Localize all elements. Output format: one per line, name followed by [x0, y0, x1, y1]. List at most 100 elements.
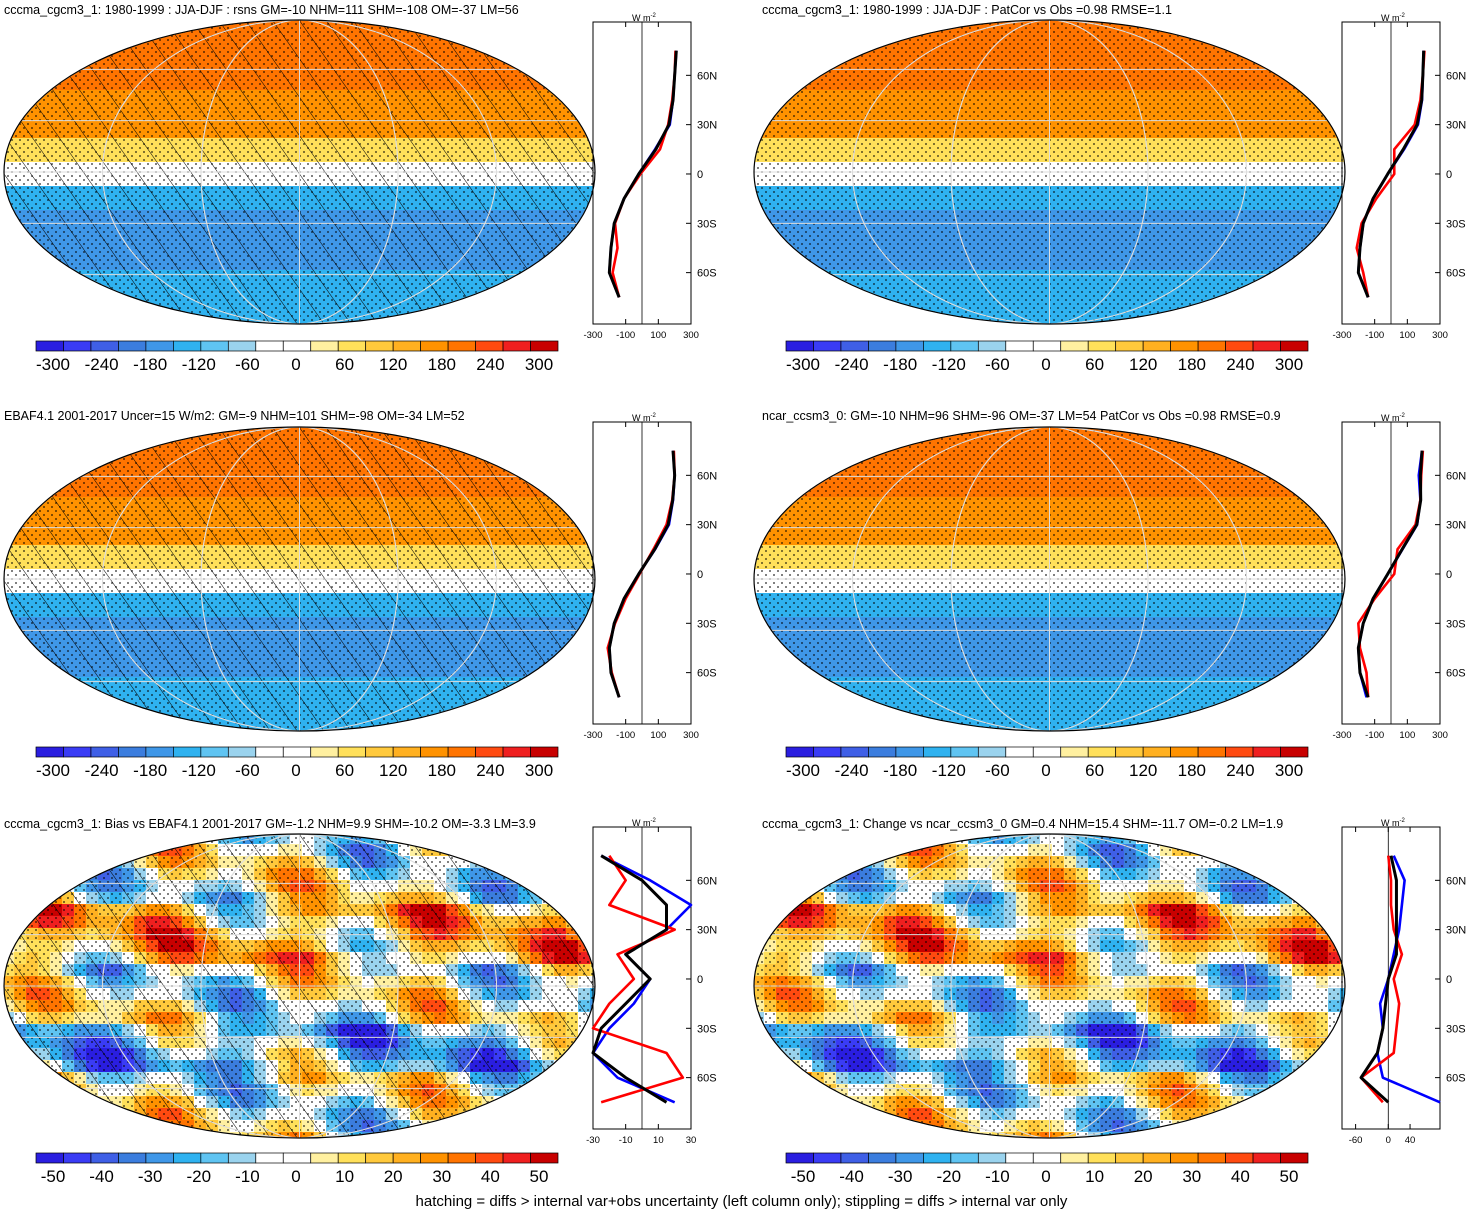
colorbar-tick-label: 20	[383, 1167, 403, 1186]
colorbar-swatch	[977, 1152, 1007, 1164]
colorbar-tick-label: 240	[1226, 355, 1255, 374]
colorbar-swatch	[282, 340, 312, 352]
colorbar-swatch	[447, 746, 476, 758]
world-map	[3, 833, 596, 1139]
profile-lat-tick-label: 30S	[1446, 218, 1466, 230]
profile-unit-label: W m-2	[1381, 13, 1405, 23]
colorbar-swatch	[1115, 1152, 1144, 1164]
colorbar-tick-label: 0	[1041, 1167, 1051, 1186]
profile-x-tick-label: -60	[1349, 1135, 1363, 1146]
colorbar-tick-label: -180	[883, 355, 918, 374]
profile-lat-tick-label: 60N	[697, 70, 717, 82]
profile-x-tick-label: 40	[1405, 1135, 1416, 1146]
colorbar-swatch	[868, 1152, 897, 1164]
colorbar-swatch	[392, 1152, 421, 1164]
colorbar-swatch	[118, 1152, 147, 1164]
profile-series-line-2	[606, 450, 676, 698]
colorbar-swatch	[923, 340, 952, 352]
colorbar-swatch	[840, 746, 869, 758]
zonal-profile-plot: W m-2 -300 -100 100 300 60N 30N 0 30S 60S	[1332, 413, 1466, 741]
colorbar-swatch	[1005, 746, 1034, 758]
profile-x-tick-label: 30	[686, 1135, 697, 1146]
colorbar-swatch	[1142, 746, 1171, 758]
profile-lat-tick-label: 30N	[697, 520, 717, 532]
profile-x-tick-label: -100	[616, 330, 635, 341]
colorbar-swatch	[475, 746, 504, 758]
profile-lat-tick-label: 30S	[697, 218, 717, 230]
panel-title: cccma_cgcm3_1: Change vs ncar_ccsm3_0 GM…	[762, 817, 1284, 831]
colorbar-tick-label: 20	[1133, 1167, 1153, 1186]
colorbar-swatch	[1252, 340, 1281, 352]
zonal-profile-plot: W m-2 -300 -100 100 300 60N 30N 0 30S 60S	[1332, 13, 1466, 341]
colorbar-swatch	[200, 340, 229, 352]
colorbar-swatch	[1225, 746, 1254, 758]
profile-lat-tick-label: 0	[1446, 974, 1452, 986]
profile-series-line-1	[608, 50, 678, 298]
colorbar-swatch	[90, 746, 119, 758]
colorbar-tick-label: -50	[40, 1167, 66, 1186]
colorbar-swatch	[1280, 340, 1309, 352]
colorbar-swatch	[227, 340, 257, 352]
colorbar-tick-label: 180	[427, 355, 456, 374]
colorbar-tick-label: 60	[1085, 355, 1105, 374]
colorbar-swatch	[145, 340, 174, 352]
colorbar-swatch	[840, 340, 869, 352]
colorbar-tick-label: -300	[785, 761, 821, 780]
colorbar-tick-label: -30	[137, 1167, 163, 1186]
colorbar-swatch	[1005, 1152, 1034, 1164]
colorbar-tick-label: -180	[883, 761, 918, 780]
colorbar-swatch	[35, 746, 64, 758]
colorbar-tick-label: 50	[1279, 1167, 1299, 1186]
colorbar-swatch	[1170, 746, 1199, 758]
colorbar-tick-label: -40	[89, 1167, 114, 1186]
colorbar-swatch	[200, 1152, 229, 1164]
profile-lat-tick-label: 60S	[697, 268, 717, 280]
colorbar-swatch	[923, 746, 952, 758]
colorbar-tick-label: 300	[524, 761, 554, 780]
colorbar-tick-label: -240	[834, 355, 869, 374]
profile-x-tick-label: -300	[1332, 330, 1351, 341]
colorbar-swatch	[90, 340, 119, 352]
colorbar-swatch	[1170, 1152, 1199, 1164]
colorbar-swatch	[785, 340, 814, 352]
colorbar-swatch	[530, 746, 559, 758]
colorbar-swatch	[1060, 1152, 1089, 1164]
colorbar-swatch	[227, 1152, 257, 1164]
profile-lat-tick-label: 0	[1446, 569, 1452, 581]
world-map	[753, 19, 1346, 325]
colorbar-swatch	[63, 1152, 92, 1164]
colorbar-swatch	[1087, 340, 1117, 352]
panel-title: cccma_cgcm3_1: 1980-1999 : JJA-DJF : rsn…	[4, 3, 519, 17]
profile-series-line-3	[1356, 50, 1426, 298]
colorbar-swatch	[950, 1152, 979, 1164]
colorbar-swatch	[1032, 340, 1062, 352]
profile-unit-label: W m-2	[1381, 818, 1405, 828]
profile-lat-tick-label: 0	[697, 974, 703, 986]
colorbar-swatch	[530, 340, 559, 352]
colorbar-swatch	[977, 340, 1007, 352]
colorbar-swatch	[282, 1152, 312, 1164]
colorbar-swatch	[1252, 746, 1281, 758]
colorbar-swatch	[895, 340, 924, 352]
colorbar-swatch	[35, 1152, 64, 1164]
colorbar-tick-label: 240	[476, 355, 505, 374]
profile-x-tick-label: 300	[1432, 730, 1448, 741]
profile-series-line-3	[1356, 450, 1424, 698]
profile-x-tick-label: 100	[650, 730, 666, 741]
colorbar-tick-label: 40	[480, 1167, 500, 1186]
colorbar-tick-label: 60	[1085, 761, 1105, 780]
profile-lat-tick-label: 30S	[1446, 1023, 1466, 1035]
colorbar-swatch	[1197, 1152, 1226, 1164]
profile-lat-tick-label: 60S	[1446, 668, 1466, 680]
profile-unit-label: W m-2	[632, 413, 656, 423]
colorbar-swatch	[173, 746, 202, 758]
panel-title: EBAF4.1 2001-2017 Uncer=15 W/m2: GM=-9 N…	[4, 409, 465, 423]
panel-title: cccma_cgcm3_1: Bias vs EBAF4.1 2001-2017…	[4, 817, 536, 831]
colorbar-tick-label: 120	[1129, 761, 1158, 780]
profile-lat-tick-label: 60S	[697, 668, 717, 680]
profile-x-tick-label: -30	[586, 1135, 600, 1146]
colorbar-swatch	[1087, 746, 1117, 758]
profile-x-tick-label: 300	[683, 330, 699, 341]
profile-lat-tick-label: 0	[1446, 169, 1452, 181]
profile-lat-tick-label: 30N	[697, 925, 717, 937]
